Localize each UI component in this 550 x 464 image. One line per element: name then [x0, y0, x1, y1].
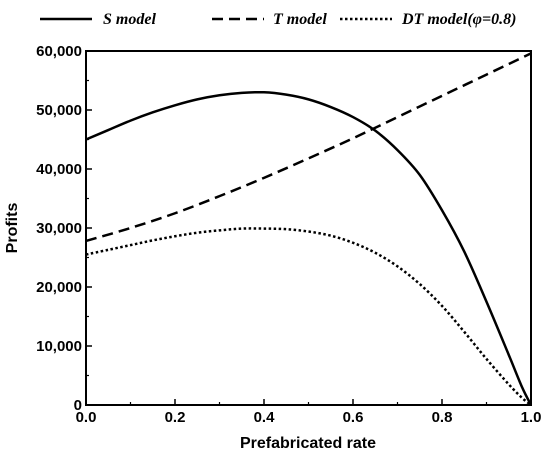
legend-item-s-model: S model — [40, 11, 156, 28]
y-tick-label: 10,000 — [36, 338, 82, 355]
legend-label-dt-model: DT model(φ=0.8) — [401, 11, 516, 28]
y-tick-label: 60,000 — [36, 43, 82, 60]
x-tick-label: 0.6 — [343, 409, 364, 426]
y-tick-label: 30,000 — [36, 220, 82, 237]
series-dt-model-line — [85, 227, 532, 406]
y-axis-ticks: 0 10,000 20,000 30,000 40,000 50,000 60,000 — [36, 43, 92, 414]
y-tick-label: 50,000 — [36, 102, 82, 119]
legend: S model T model DT model(φ=0.8) — [40, 11, 516, 28]
x-tick-label: 0.2 — [165, 409, 186, 426]
series-layer — [85, 52, 533, 406]
x-tick-label: 0.8 — [432, 409, 453, 426]
y-tick-label: 0 — [74, 397, 82, 414]
x-axis-title: Prefabricated rate — [240, 435, 376, 452]
plot-area-frame — [85, 50, 532, 406]
series-t-model-line — [85, 52, 532, 243]
legend-label-t-model: T model — [273, 11, 327, 28]
y-tick-label: 20,000 — [36, 279, 82, 296]
x-tick-label: 1.0 — [521, 409, 542, 426]
y-axis-title: Profits — [4, 203, 21, 254]
x-tick-label: 0.4 — [254, 409, 276, 426]
legend-item-t-model: T model — [212, 11, 327, 28]
legend-item-dt-model: DT model(φ=0.8) — [340, 11, 516, 28]
series-s-model-line — [85, 90, 533, 406]
x-axis-ticks: 0.0 0.2 0.4 0.6 0.8 1.0 — [76, 399, 542, 426]
y-tick-label: 40,000 — [36, 161, 82, 178]
legend-label-s-model: S model — [103, 11, 156, 28]
x-tick-label: 0.0 — [76, 409, 97, 426]
